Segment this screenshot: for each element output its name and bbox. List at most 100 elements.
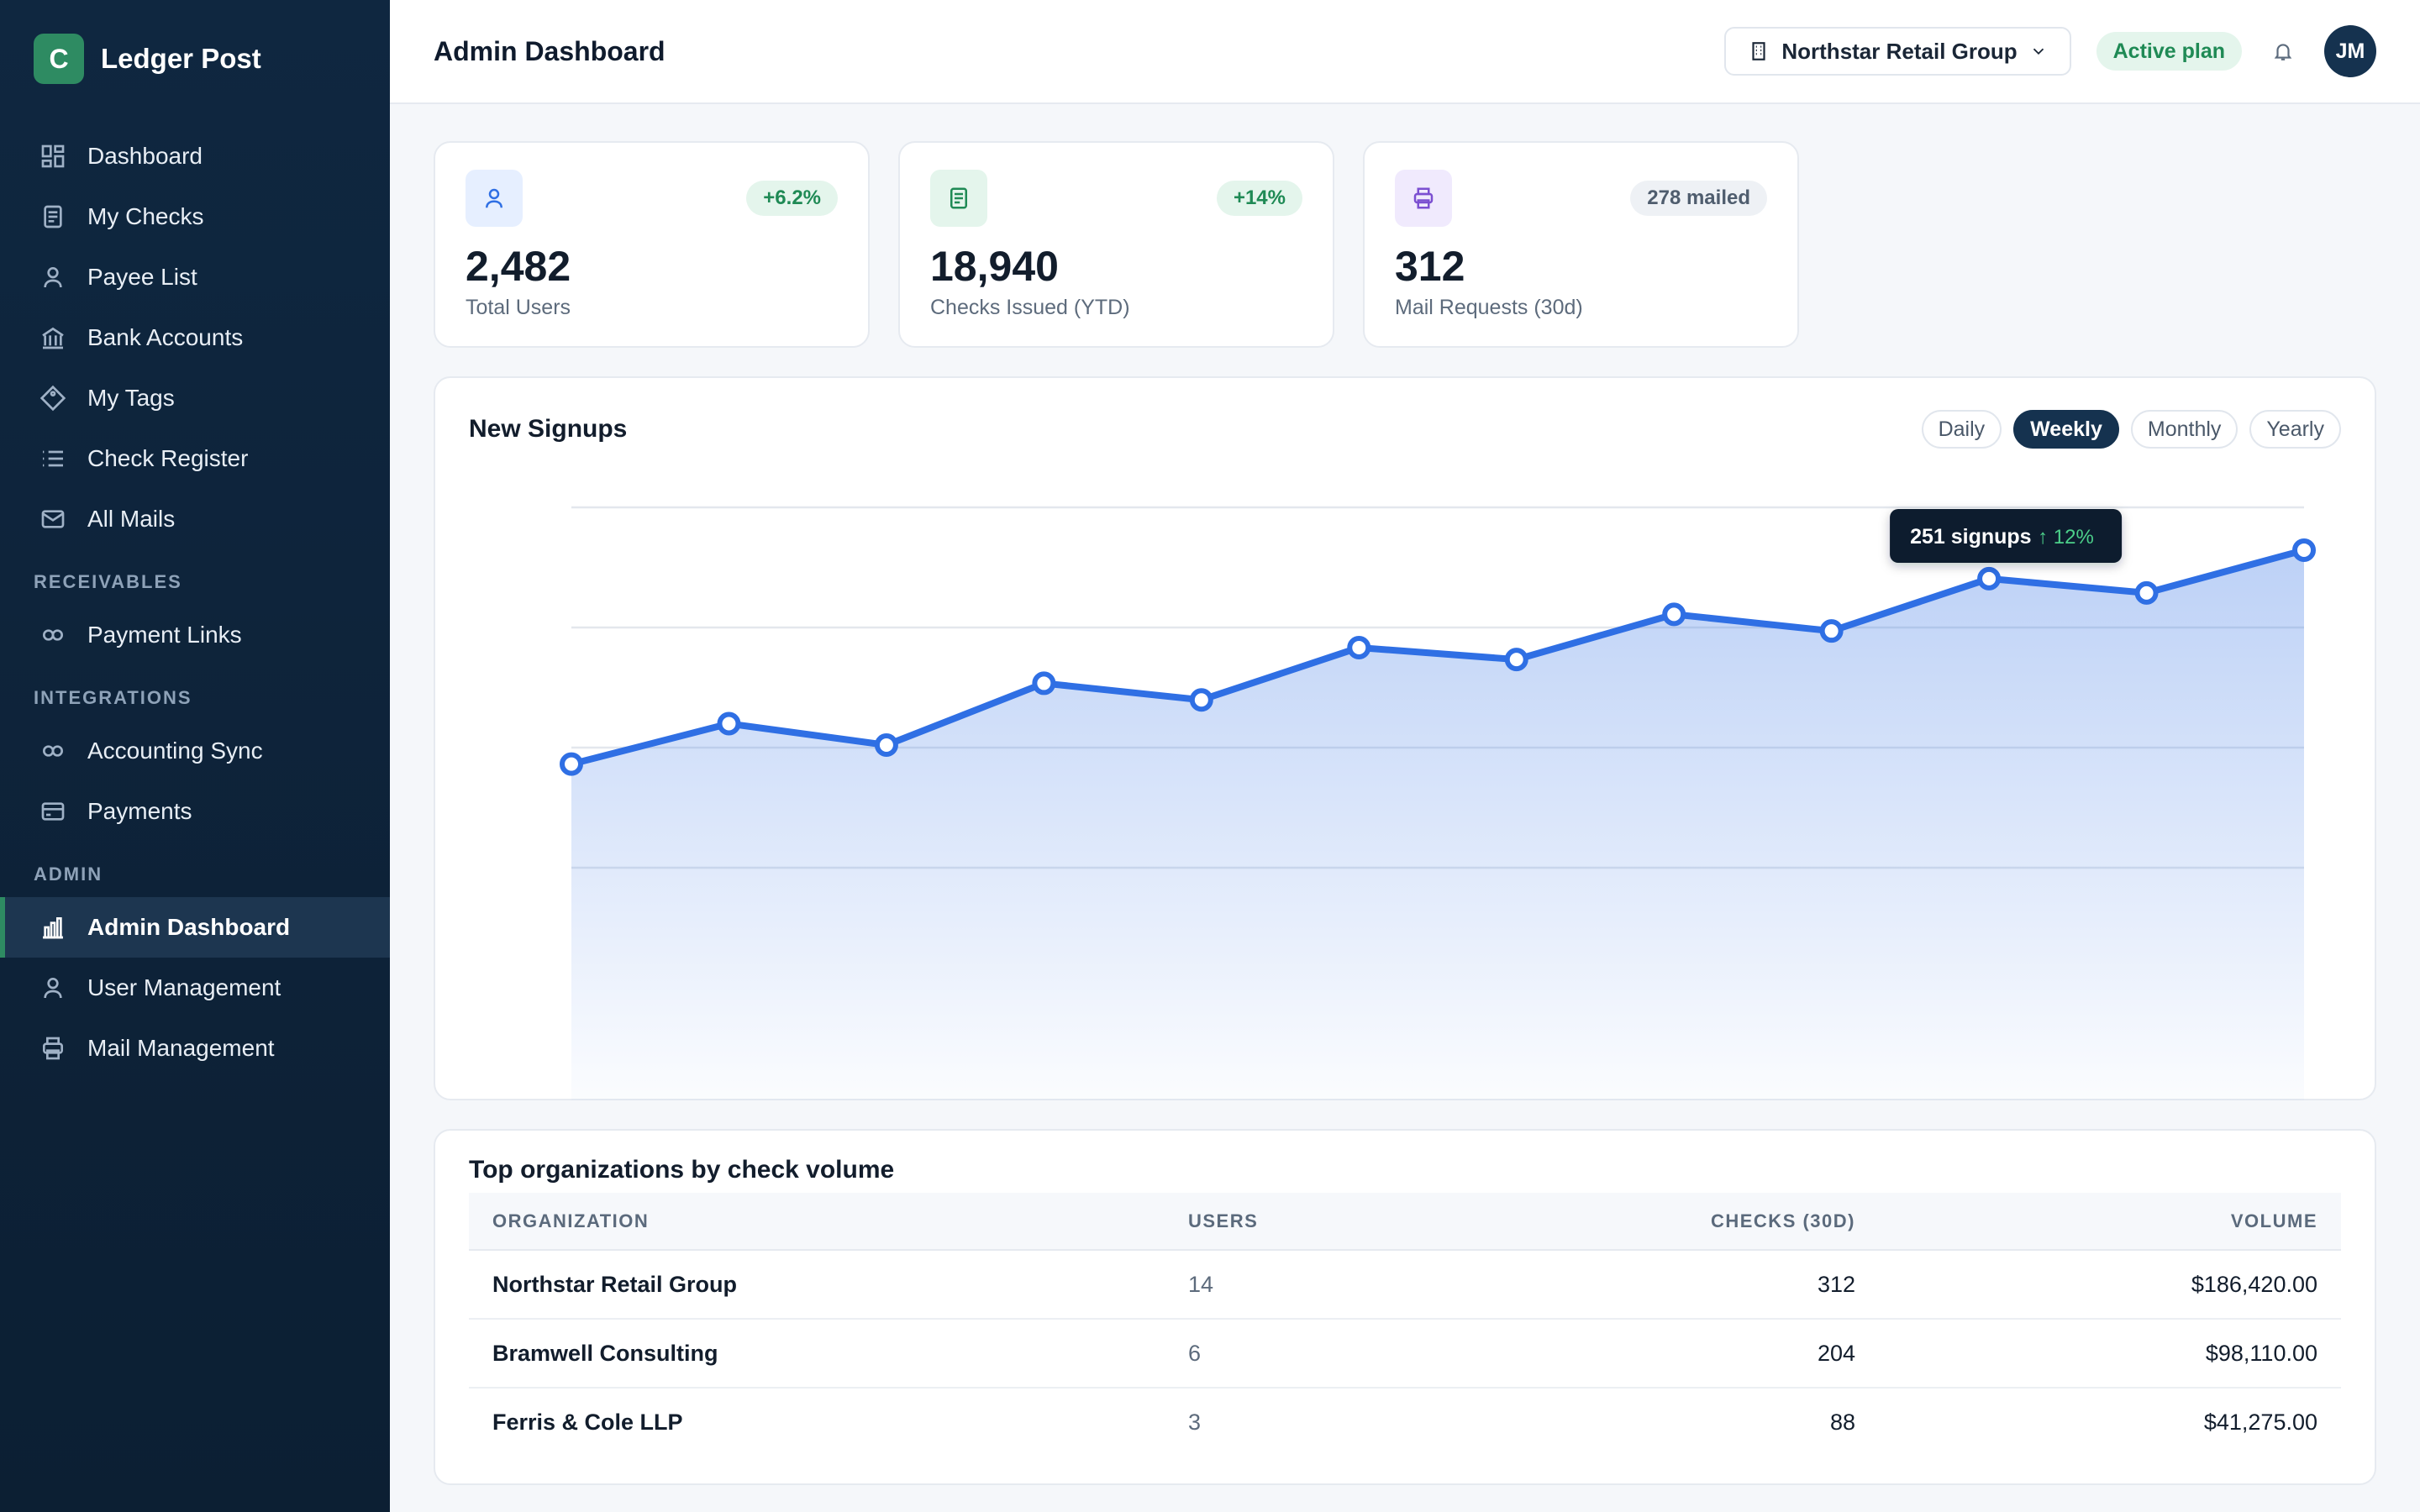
signups-chart: 251 signups ↑ 12%: [560, 506, 2316, 1100]
sidebar-item-payee-list[interactable]: Payee List: [0, 247, 390, 307]
stat-label: Checks Issued (YTD): [930, 296, 1130, 319]
sidebar-item-all-mails[interactable]: All Mails: [0, 489, 390, 549]
table-title: Top organizations by check volume: [469, 1156, 895, 1184]
cell-checks: 204: [1442, 1319, 1879, 1389]
sidebar-item-my-tags[interactable]: My Tags: [0, 368, 390, 428]
bell-icon[interactable]: [2270, 39, 2296, 64]
sidebar-item-user-management[interactable]: User Management: [0, 958, 390, 1018]
cell-users: 14: [1165, 1250, 1442, 1320]
signups-area: [571, 549, 2304, 1100]
sidebar-item-my-checks[interactable]: My Checks: [0, 186, 390, 247]
stat-card-total-users: +6.2% 2,482 Total Users: [434, 141, 870, 348]
sidebar-item-label: Admin Dashboard: [87, 914, 291, 940]
stat-badge: +14%: [1216, 181, 1302, 216]
bar-chart-icon: [39, 913, 67, 942]
stat-badge: +6.2%: [746, 181, 838, 216]
cell-organization: Bramwell Consulting: [469, 1319, 1165, 1389]
cell-volume: $186,420.00: [1879, 1250, 2341, 1320]
data-point[interactable]: [2134, 580, 2159, 605]
section-label-integrations: INTEGRATIONS: [34, 687, 192, 708]
tooltip-change: ↑ 12%: [2038, 526, 2094, 549]
printer-icon: [1395, 170, 1452, 227]
cell-users: 3: [1188, 1410, 1202, 1435]
data-point[interactable]: [1347, 635, 1371, 659]
sidebar-item-payments[interactable]: Payments: [0, 781, 390, 842]
chart-tooltip: 251 signups ↑ 12%: [1890, 509, 2123, 563]
printer-icon: [39, 1034, 67, 1063]
stat-value: 18,940: [930, 243, 1059, 290]
brand[interactable]: C Ledger Post: [0, 0, 390, 118]
data-point[interactable]: [1662, 602, 1686, 627]
page-title: Admin Dashboard: [434, 35, 666, 66]
data-point[interactable]: [1189, 688, 1213, 712]
tab-yearly[interactable]: Yearly: [2249, 410, 2341, 449]
tab-weekly[interactable]: Weekly: [2013, 410, 2119, 449]
sidebar-item-mail-management[interactable]: Mail Management: [0, 1018, 390, 1079]
sidebar-item-payment-links[interactable]: Payment Links: [0, 605, 390, 665]
sidebar-item-bank-accounts[interactable]: Bank Accounts: [0, 307, 390, 368]
data-point[interactable]: [2292, 538, 2316, 562]
sidebar-item-label: Payments: [87, 798, 192, 824]
card-icon: [39, 797, 67, 826]
link-icon: [39, 621, 67, 649]
cell-organization: Northstar Retail Group: [469, 1250, 1165, 1320]
stat-label: Total Users: [466, 296, 571, 319]
stat-value: 312: [1395, 243, 1465, 290]
chart-title: New Signups: [469, 415, 628, 443]
table-row[interactable]: Northstar Retail Group 14 312 $186,420.0…: [469, 1250, 2341, 1320]
tab-monthly[interactable]: Monthly: [2130, 410, 2238, 449]
column-header-organization[interactable]: ORGANIZATION: [469, 1193, 1165, 1251]
stat-value: 2,482: [466, 243, 571, 290]
data-point[interactable]: [717, 711, 741, 736]
sidebar-item-label: Payment Links: [87, 622, 242, 648]
stat-card-checks-issued: +14% 18,940 Checks Issued (YTD): [898, 141, 1334, 348]
cell-volume: $98,110.00: [1879, 1319, 2341, 1389]
document-icon: [39, 202, 67, 231]
table-row[interactable]: Bramwell Consulting 6 204 $98,110.00: [469, 1319, 2341, 1389]
data-point[interactable]: [1504, 648, 1528, 672]
sidebar-nav: Dashboard My Checks Payee List Bank Acco…: [0, 118, 390, 1079]
data-point[interactable]: [1977, 566, 2002, 591]
column-header-checks[interactable]: CHECKS (30D): [1442, 1193, 1879, 1251]
document-icon: [930, 170, 987, 227]
mail-icon: [39, 505, 67, 533]
data-point[interactable]: [1032, 671, 1056, 696]
stat-badge: 278 mailed: [1630, 181, 1767, 216]
data-point[interactable]: [874, 733, 898, 757]
sidebar-item-label: Mail Management: [87, 1035, 275, 1061]
data-point[interactable]: [1819, 619, 1844, 643]
stat-label: Mail Requests (30d): [1395, 296, 1583, 319]
sidebar-item-dashboard[interactable]: Dashboard: [0, 126, 390, 186]
tag-icon: [39, 384, 67, 412]
sidebar-item-label: Dashboard: [87, 143, 203, 169]
main-area: Admin Dashboard Northstar Retail Group A…: [390, 0, 2420, 1512]
column-header-users[interactable]: USERS: [1165, 1193, 1442, 1251]
sidebar-item-label: Check Register: [87, 445, 249, 471]
org-selector-label: Northstar Retail Group: [1781, 38, 2018, 64]
cell-volume: $41,275.00: [2203, 1410, 2317, 1435]
org-selector[interactable]: Northstar Retail Group: [1724, 27, 2071, 76]
sidebar-item-check-register[interactable]: Check Register: [0, 428, 390, 489]
dashboard-icon: [39, 142, 67, 171]
chevron-down-icon: [2033, 48, 2044, 55]
cell-users: 6: [1165, 1319, 1442, 1389]
signups-chart-card: 251 signups ↑ 12% New Signups Daily Weekl…: [434, 376, 2376, 1100]
section-label-admin: ADMIN: [34, 864, 103, 885]
stat-card-mail-requests: 278 mailed 312 Mail Requests (30d): [1363, 141, 1799, 348]
organizations-table: ORGANIZATION USERS CHECKS (30D) VOLUME N…: [469, 1193, 2341, 1457]
stats-row: +6.2% 2,482 Total Users +14% 18,940 Chec…: [434, 141, 2376, 348]
bank-icon: [39, 323, 67, 352]
link-icon: [39, 737, 67, 765]
sidebar-item-label: My Tags: [87, 385, 175, 411]
table-header-row: ORGANIZATION USERS CHECKS (30D) VOLUME: [469, 1193, 2341, 1251]
tab-daily[interactable]: Daily: [1921, 410, 2002, 449]
avatar[interactable]: JM: [2324, 25, 2376, 77]
column-header-volume[interactable]: VOLUME: [1879, 1193, 2341, 1251]
table-row[interactable]: Ferris & Cole LLP 3 88 $41,275.00: [469, 1388, 2341, 1457]
data-point[interactable]: [560, 752, 583, 776]
sidebar-item-admin-dashboard[interactable]: Admin Dashboard: [0, 897, 390, 958]
brand-name: Ledger Post: [101, 43, 261, 74]
user-icon: [466, 170, 523, 227]
sidebar-item-label: Payee List: [87, 264, 197, 290]
sidebar-item-accounting-sync[interactable]: Accounting Sync: [0, 721, 390, 781]
